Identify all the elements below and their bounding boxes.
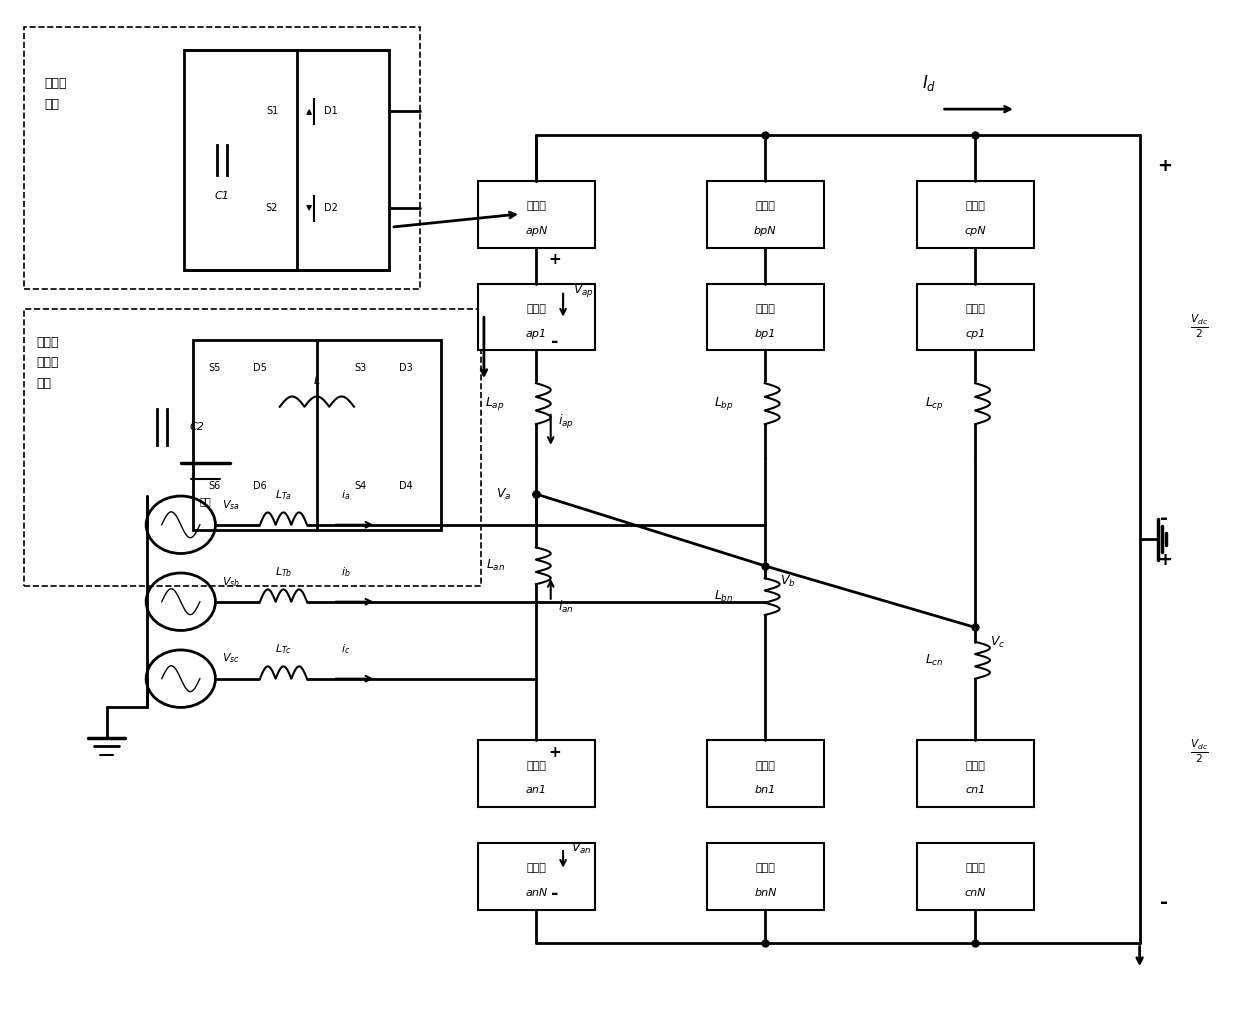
FancyBboxPatch shape: [916, 740, 1034, 807]
Text: cpN: cpN: [965, 226, 987, 236]
Text: L: L: [314, 377, 320, 386]
Text: -: -: [1161, 509, 1168, 528]
FancyBboxPatch shape: [916, 181, 1034, 248]
Text: cnN: cnN: [965, 888, 987, 898]
Text: D6: D6: [253, 481, 267, 491]
Text: $L_{an}$: $L_{an}$: [486, 559, 505, 573]
Text: bp1: bp1: [755, 328, 776, 339]
Text: 子模块: 子模块: [755, 863, 775, 874]
FancyBboxPatch shape: [916, 284, 1034, 350]
Text: bnN: bnN: [754, 888, 776, 898]
Text: 子模块: 子模块: [527, 760, 547, 771]
Text: C2: C2: [190, 422, 205, 432]
Text: 储能子: 储能子: [36, 356, 58, 369]
Text: bn1: bn1: [755, 785, 776, 795]
FancyBboxPatch shape: [707, 843, 825, 910]
FancyBboxPatch shape: [707, 181, 825, 248]
Text: $L_{Ta}$: $L_{Ta}$: [275, 489, 293, 502]
Text: $L_{bn}$: $L_{bn}$: [714, 589, 734, 604]
Text: $L_{Tb}$: $L_{Tb}$: [275, 565, 293, 579]
Text: 模块: 模块: [45, 98, 60, 110]
FancyBboxPatch shape: [193, 340, 440, 530]
Text: ap1: ap1: [526, 328, 547, 339]
Text: $i_c$: $i_c$: [341, 642, 350, 657]
Text: 子模块: 子模块: [527, 304, 547, 314]
Text: S6: S6: [208, 481, 221, 491]
Text: $V_{ap}$: $V_{ap}$: [573, 282, 594, 299]
Text: -: -: [551, 333, 558, 351]
Text: 子模块: 子模块: [755, 202, 775, 211]
Text: $V_{an}$: $V_{an}$: [570, 841, 591, 855]
Text: D3: D3: [398, 363, 412, 372]
FancyBboxPatch shape: [477, 740, 595, 807]
Text: cn1: cn1: [966, 785, 986, 795]
Text: $L_{Tc}$: $L_{Tc}$: [275, 642, 293, 657]
Text: 模块: 模块: [36, 377, 51, 390]
Text: $V_{sc}$: $V_{sc}$: [222, 651, 239, 666]
Text: S2: S2: [265, 204, 278, 213]
Text: 子模块: 子模块: [966, 202, 986, 211]
Text: +: +: [1157, 551, 1172, 569]
Text: D2: D2: [324, 204, 337, 213]
Text: 子模块: 子模块: [966, 304, 986, 314]
Text: $L_{bp}$: $L_{bp}$: [714, 395, 734, 413]
Text: -: -: [1161, 893, 1168, 912]
Text: $i_a$: $i_a$: [341, 489, 350, 502]
Text: S3: S3: [355, 363, 366, 372]
Text: -: -: [551, 885, 558, 903]
Text: $I_d$: $I_d$: [923, 73, 936, 94]
Text: $i_{ap}$: $i_{ap}$: [558, 413, 574, 431]
Text: 子模块: 子模块: [966, 760, 986, 771]
Text: $\frac{V_{dc}}{2}$: $\frac{V_{dc}}{2}$: [1190, 738, 1208, 766]
Text: $V_{sb}$: $V_{sb}$: [222, 575, 239, 589]
Text: 子模块: 子模块: [966, 863, 986, 874]
Text: $V_b$: $V_b$: [780, 573, 795, 589]
Text: +: +: [1157, 156, 1172, 175]
Text: $V_{sa}$: $V_{sa}$: [222, 498, 239, 511]
Text: apN: apN: [526, 226, 548, 236]
Text: $V_a$: $V_a$: [496, 487, 511, 501]
FancyBboxPatch shape: [477, 284, 595, 350]
FancyBboxPatch shape: [24, 27, 419, 289]
Text: an1: an1: [526, 785, 547, 795]
Text: S5: S5: [208, 363, 221, 372]
Text: 类全桥: 类全桥: [36, 335, 58, 349]
FancyBboxPatch shape: [707, 740, 825, 807]
Text: $L_{cn}$: $L_{cn}$: [925, 652, 944, 668]
Text: C1: C1: [215, 190, 229, 201]
Text: $L_{ap}$: $L_{ap}$: [485, 395, 505, 413]
Text: bpN: bpN: [754, 226, 776, 236]
Text: +: +: [548, 745, 560, 760]
Text: 子模块: 子模块: [755, 304, 775, 314]
Text: $\frac{V_{dc}}{2}$: $\frac{V_{dc}}{2}$: [1190, 313, 1208, 341]
FancyBboxPatch shape: [185, 49, 388, 271]
FancyBboxPatch shape: [916, 843, 1034, 910]
FancyBboxPatch shape: [24, 310, 481, 587]
Text: D5: D5: [253, 363, 267, 372]
Text: 子模块: 子模块: [755, 760, 775, 771]
Text: $i_b$: $i_b$: [341, 565, 350, 579]
FancyBboxPatch shape: [707, 284, 825, 350]
Text: cp1: cp1: [966, 328, 986, 339]
Text: 子模块: 子模块: [527, 863, 547, 874]
Text: +: +: [548, 252, 560, 268]
Text: 半桥子: 半桥子: [45, 77, 67, 90]
FancyBboxPatch shape: [477, 181, 595, 248]
FancyBboxPatch shape: [477, 843, 595, 910]
Text: 子模块: 子模块: [527, 202, 547, 211]
Text: $i_{an}$: $i_{an}$: [558, 599, 574, 615]
Text: S4: S4: [355, 481, 366, 491]
Text: D1: D1: [324, 106, 337, 116]
Text: $L_{cp}$: $L_{cp}$: [925, 395, 944, 413]
Text: 电池: 电池: [200, 496, 211, 506]
Text: S1: S1: [265, 106, 278, 116]
Text: anN: anN: [526, 888, 548, 898]
Text: D4: D4: [398, 481, 412, 491]
Text: $V_c$: $V_c$: [990, 635, 1006, 650]
